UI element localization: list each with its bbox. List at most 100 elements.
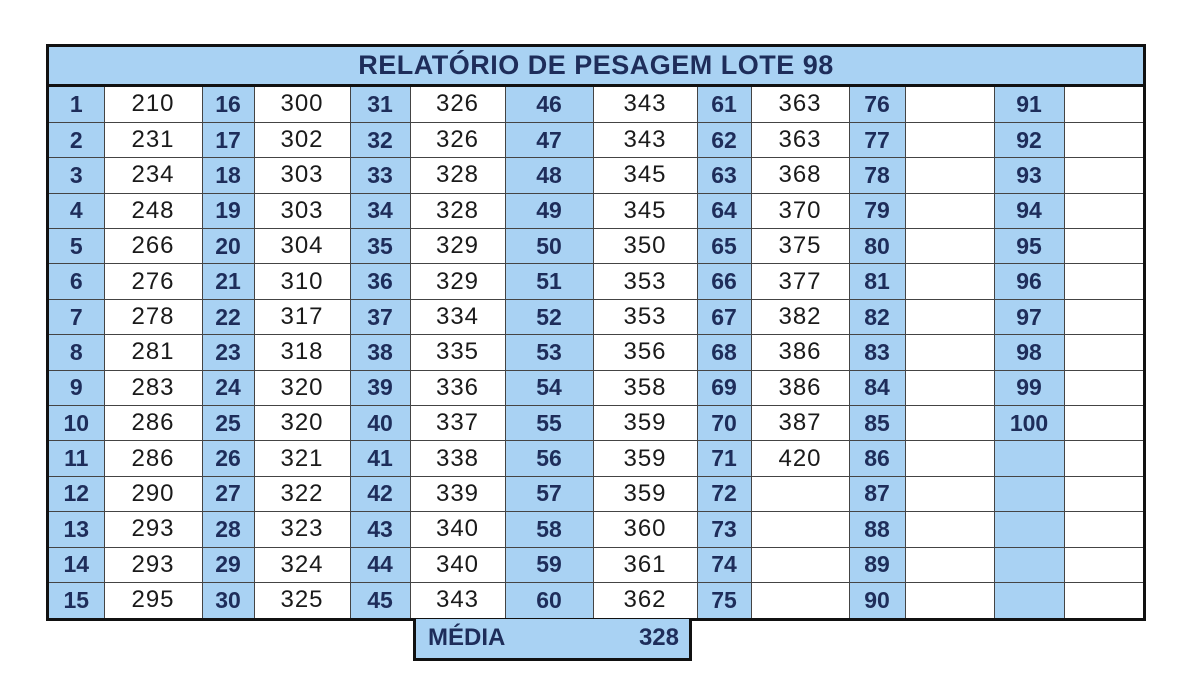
weight-cell: 293 — [104, 547, 203, 583]
animal-number-cell: 93 — [994, 157, 1065, 194]
animal-number-cell: 98 — [994, 334, 1065, 371]
weight-cell: 336 — [410, 370, 506, 407]
weight-cell: 303 — [254, 157, 351, 194]
animal-number-cell: 44 — [350, 547, 411, 583]
animal-number-cell: 97 — [994, 299, 1065, 336]
weight-cell: 340 — [410, 511, 506, 548]
animal-number-cell: 74 — [697, 547, 752, 583]
table-row: 14 293 29 324 44 340 59 361 74 89 — [49, 547, 1143, 583]
animal-number-cell: 19 — [202, 193, 255, 230]
weight-cell: 387 — [751, 405, 850, 442]
weight-cell: 345 — [593, 157, 698, 194]
animal-number-cell: 82 — [849, 299, 906, 336]
weight-cell: 363 — [751, 122, 850, 159]
animal-number-cell: 50 — [505, 228, 594, 265]
animal-number-cell: 25 — [202, 405, 255, 442]
weight-cell: 359 — [593, 405, 698, 442]
animal-number-cell: 17 — [202, 122, 255, 159]
weight-cell — [1064, 440, 1143, 477]
weight-cell — [905, 405, 995, 442]
animal-number-cell: 11 — [49, 440, 105, 477]
weight-cell: 339 — [410, 476, 506, 513]
weight-cell: 335 — [410, 334, 506, 371]
animal-number-cell: 99 — [994, 370, 1065, 407]
animal-number-cell: 47 — [505, 122, 594, 159]
weight-cell — [905, 582, 995, 618]
weight-cell — [905, 370, 995, 407]
animal-number-cell: 89 — [849, 547, 906, 583]
weight-cell: 318 — [254, 334, 351, 371]
animal-number-cell — [994, 582, 1065, 618]
weight-cell: 338 — [410, 440, 506, 477]
animal-number-cell: 41 — [350, 440, 411, 477]
table-row: 1 210 16 300 31 326 46 343 61 363 76 91 — [49, 87, 1143, 123]
weight-cell: 286 — [104, 440, 203, 477]
weight-cell: 283 — [104, 370, 203, 407]
animal-number-cell: 40 — [350, 405, 411, 442]
weight-cell: 276 — [104, 263, 203, 300]
weight-cell — [751, 476, 850, 513]
animal-number-cell: 37 — [350, 299, 411, 336]
weight-cell: 304 — [254, 228, 351, 265]
animal-number-cell: 32 — [350, 122, 411, 159]
animal-number-cell: 45 — [350, 582, 411, 618]
animal-number-cell: 54 — [505, 370, 594, 407]
animal-number-cell: 33 — [350, 157, 411, 194]
animal-number-cell: 15 — [49, 582, 105, 618]
weight-cell: 353 — [593, 263, 698, 300]
weight-cell — [905, 193, 995, 230]
weight-cell — [1064, 334, 1143, 371]
weight-cell: 359 — [593, 476, 698, 513]
animal-number-cell: 60 — [505, 582, 594, 618]
weight-cell: 320 — [254, 370, 351, 407]
animal-number-cell: 94 — [994, 193, 1065, 230]
weight-cell: 358 — [593, 370, 698, 407]
weight-cell — [905, 299, 995, 336]
weight-cell — [751, 511, 850, 548]
animal-number-cell: 73 — [697, 511, 752, 548]
animal-number-cell: 14 — [49, 547, 105, 583]
weight-cell — [1064, 370, 1143, 407]
weight-cell: 334 — [410, 299, 506, 336]
weight-cell: 310 — [254, 263, 351, 300]
animal-number-cell: 22 — [202, 299, 255, 336]
weight-cell: 300 — [254, 87, 351, 123]
average-value: 328 — [638, 624, 679, 651]
weight-cell: 345 — [593, 193, 698, 230]
weight-cell: 328 — [410, 193, 506, 230]
weight-cell: 325 — [254, 582, 351, 618]
weight-cell — [1064, 405, 1143, 442]
animal-number-cell: 77 — [849, 122, 906, 159]
weight-cell — [905, 263, 995, 300]
weight-cell: 382 — [751, 299, 850, 336]
table-row: 6 276 21 310 36 329 51 353 66 377 81 96 — [49, 263, 1143, 300]
animal-number-cell: 61 — [697, 87, 752, 123]
report-title: RELATÓRIO DE PESAGEM LOTE 98 — [49, 47, 1143, 87]
animal-number-cell: 8 — [49, 334, 105, 371]
weight-cell: 350 — [593, 228, 698, 265]
animal-number-cell: 2 — [49, 122, 105, 159]
animal-number-cell: 86 — [849, 440, 906, 477]
weight-cell: 328 — [410, 157, 506, 194]
animal-number-cell: 36 — [350, 263, 411, 300]
weight-cell: 266 — [104, 228, 203, 265]
animal-number-cell: 100 — [994, 405, 1065, 442]
animal-number-cell: 48 — [505, 157, 594, 194]
weighing-report: RELATÓRIO DE PESAGEM LOTE 98 1 210 16 300 31… — [46, 44, 1146, 621]
weight-cell: 340 — [410, 547, 506, 583]
weight-cell: 293 — [104, 511, 203, 548]
weight-cell: 363 — [751, 87, 850, 123]
animal-number-cell: 4 — [49, 193, 105, 230]
animal-number-cell: 5 — [49, 228, 105, 265]
weight-cell: 370 — [751, 193, 850, 230]
weights-table: 1 210 16 300 31 326 46 343 61 363 76 91 2 231 17 302 32 3… — [49, 87, 1143, 618]
animal-number-cell: 65 — [697, 228, 752, 265]
weight-cell: 362 — [593, 582, 698, 618]
weight-cell — [1064, 476, 1143, 513]
weight-cell — [905, 122, 995, 159]
animal-number-cell: 49 — [505, 193, 594, 230]
weight-cell: 353 — [593, 299, 698, 336]
weight-cell: 360 — [593, 511, 698, 548]
average-label: MÉDIA — [428, 624, 506, 651]
animal-number-cell: 7 — [49, 299, 105, 336]
